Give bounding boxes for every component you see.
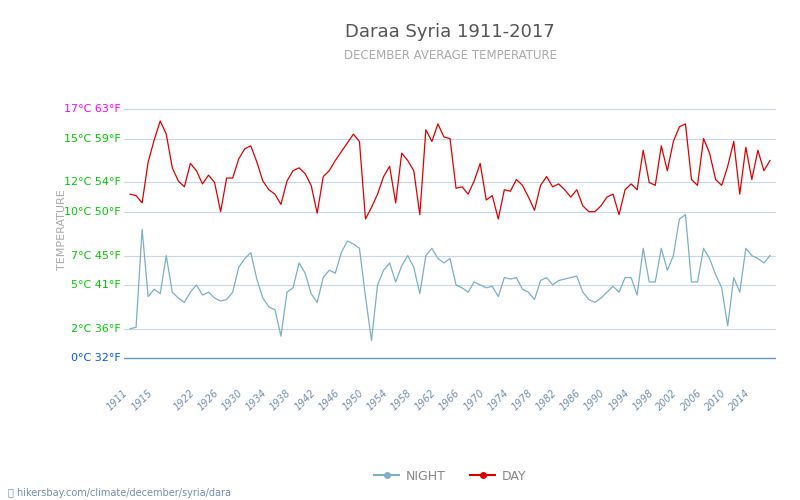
Legend: NIGHT, DAY: NIGHT, DAY xyxy=(369,465,531,488)
Text: 15°C 59°F: 15°C 59°F xyxy=(64,134,121,143)
Text: 10°C 50°F: 10°C 50°F xyxy=(64,206,121,216)
Text: 2°C 36°F: 2°C 36°F xyxy=(71,324,121,334)
Text: 7°C 45°F: 7°C 45°F xyxy=(71,250,121,260)
Text: 12°C 54°F: 12°C 54°F xyxy=(64,178,121,188)
Text: 17°C 63°F: 17°C 63°F xyxy=(64,104,121,115)
Text: 0°C 32°F: 0°C 32°F xyxy=(71,353,121,363)
Text: Daraa Syria 1911-2017: Daraa Syria 1911-2017 xyxy=(345,23,555,41)
Text: TEMPERATURE: TEMPERATURE xyxy=(57,190,67,270)
Text: 📍 hikersbay.com/climate/december/syria/dara: 📍 hikersbay.com/climate/december/syria/d… xyxy=(8,488,231,498)
Text: DECEMBER AVERAGE TEMPERATURE: DECEMBER AVERAGE TEMPERATURE xyxy=(343,49,557,62)
Text: 5°C 41°F: 5°C 41°F xyxy=(71,280,121,290)
